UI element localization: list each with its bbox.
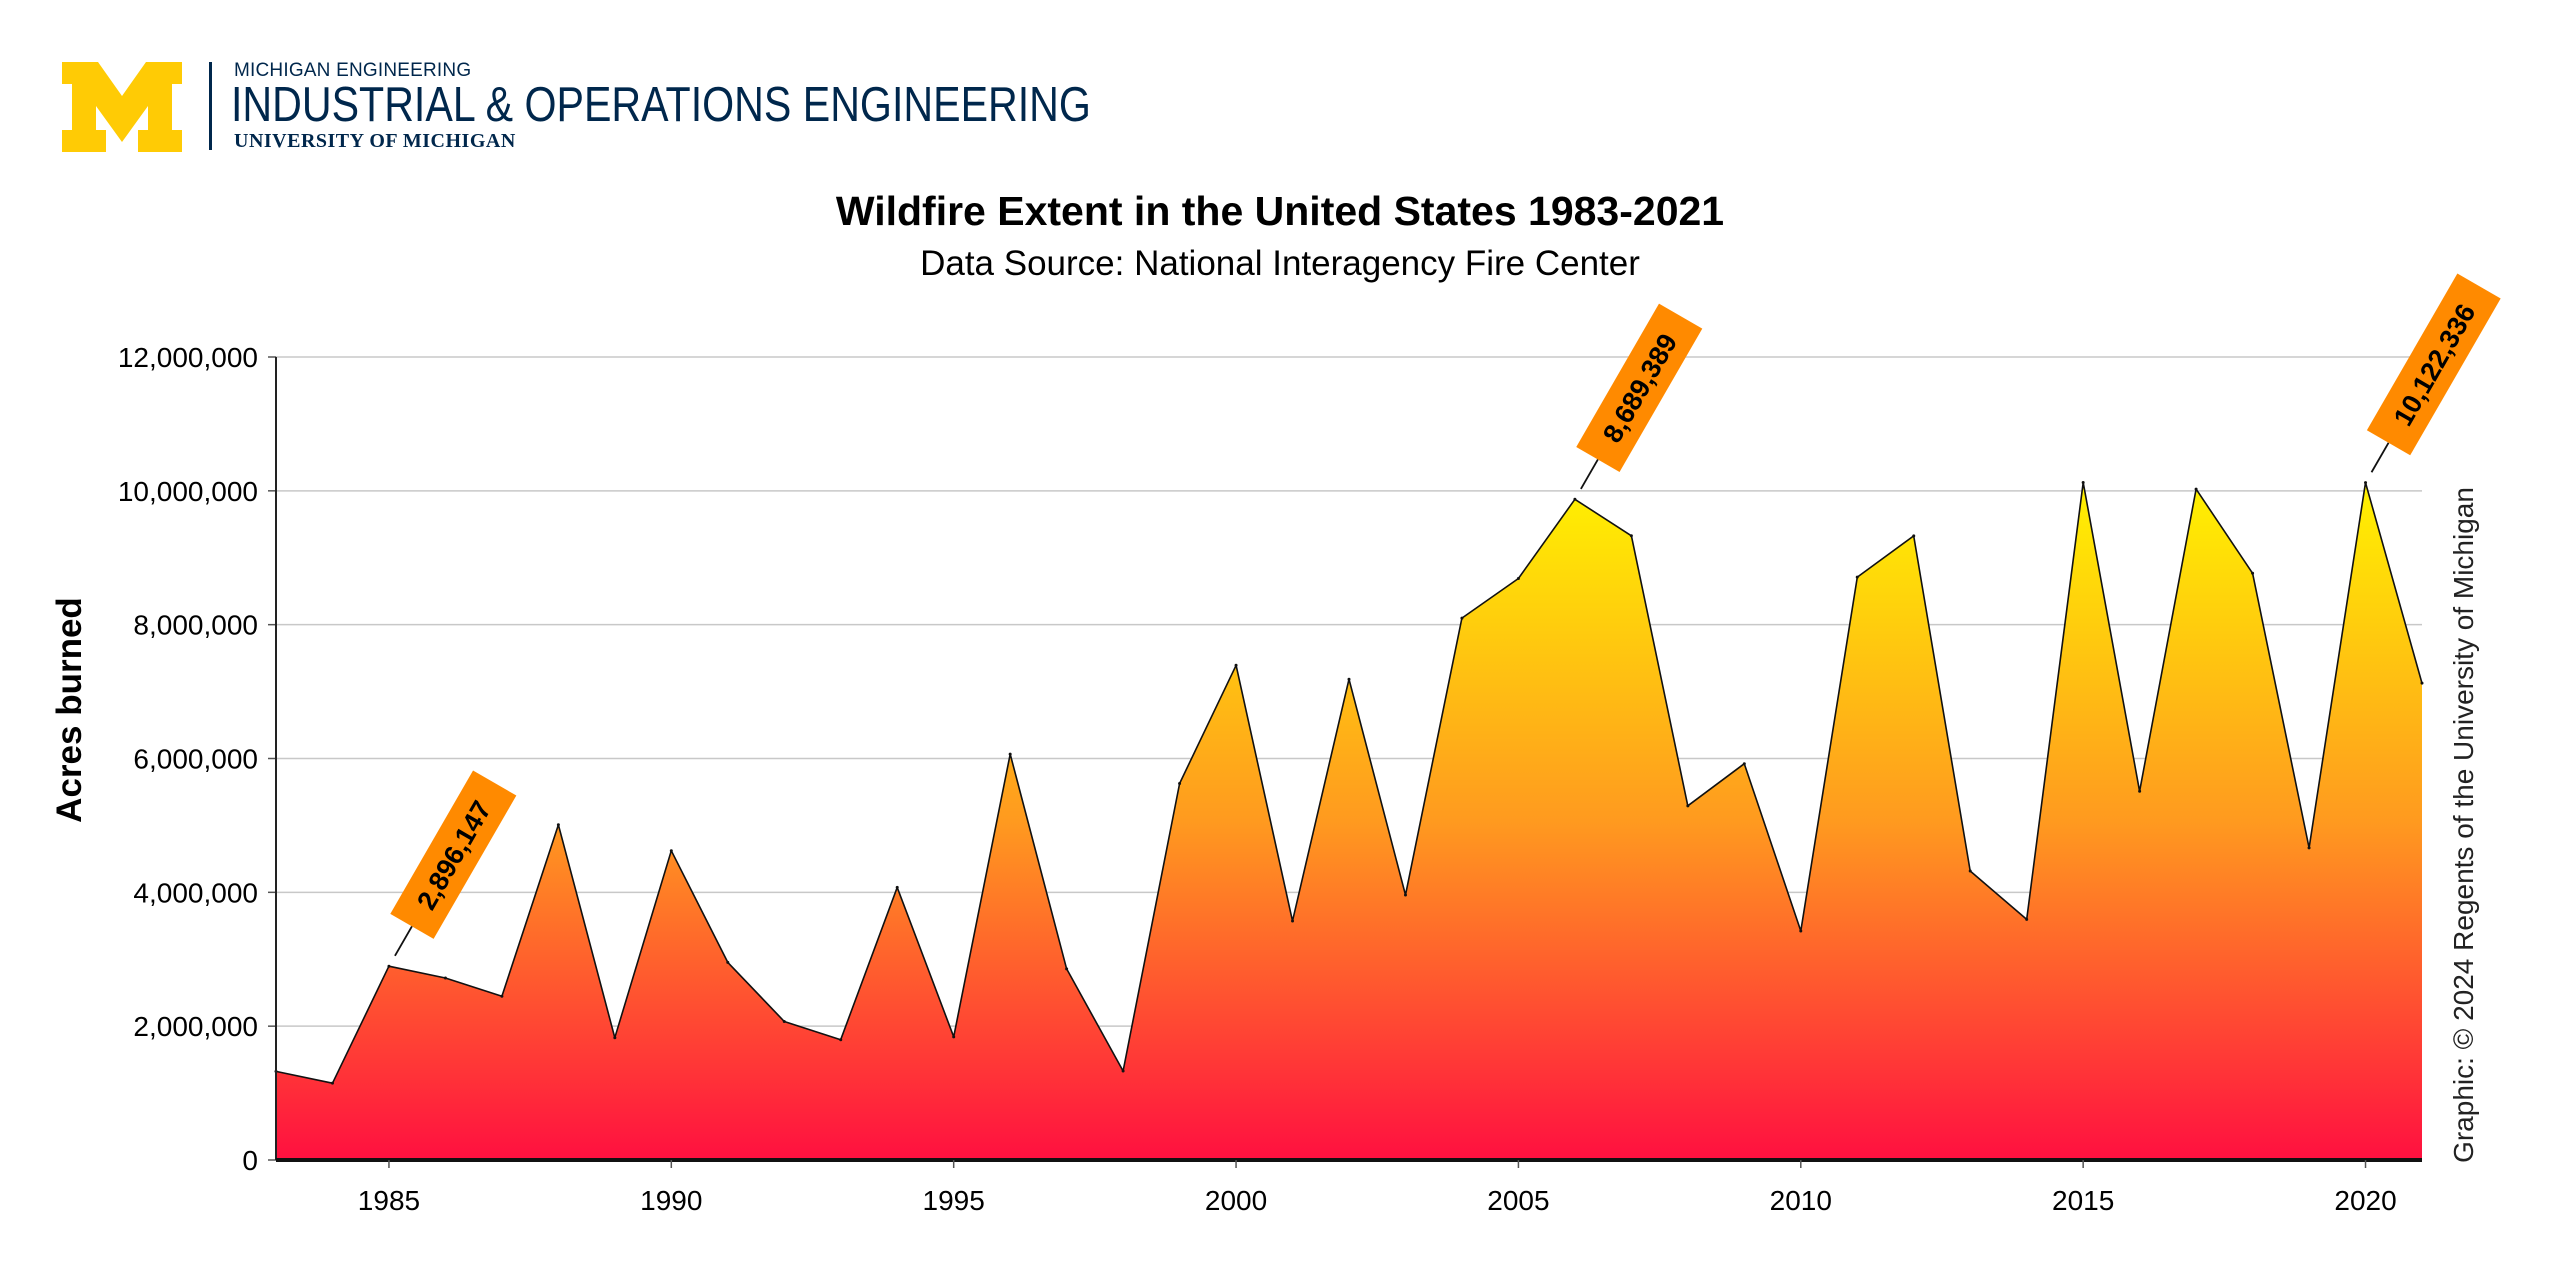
data-point-1992: [782, 1019, 786, 1023]
y-tick-label: 2,000,000: [133, 1011, 258, 1042]
data-point-2020: [2364, 481, 2368, 485]
y-tick-label: 4,000,000: [133, 877, 258, 908]
data-point-2006: [1573, 497, 1577, 501]
area-fill: [276, 482, 2422, 1160]
callout-leader-0: [394, 925, 413, 957]
data-point-2015: [2081, 480, 2085, 484]
callout-leader-2: [2370, 442, 2390, 473]
data-point-2009: [1742, 762, 1746, 766]
data-point-1997: [1065, 967, 1069, 971]
data-point-2021: [2420, 681, 2424, 685]
data-point-1994: [895, 885, 899, 889]
y-tick-label: 0: [242, 1145, 258, 1176]
x-tick-label: 2015: [2052, 1185, 2114, 1216]
chart-subtitle: Data Source: National Interagency Fire C…: [920, 244, 1640, 283]
data-point-1993: [839, 1038, 843, 1042]
data-point-2013: [1968, 869, 1972, 873]
y-tick-label: 10,000,000: [118, 476, 258, 507]
callout-leader-1: [1580, 458, 1599, 490]
data-point-1989: [613, 1036, 617, 1040]
logo-department-name: INDUSTRIAL & OPERATIONS ENGINEERING: [231, 78, 1091, 132]
y-tick-label: 12,000,000: [118, 342, 258, 373]
data-point-1987: [500, 994, 504, 998]
data-point-2016: [2138, 789, 2142, 793]
data-point-2002: [1347, 677, 1351, 681]
data-point-1995: [952, 1035, 956, 1039]
block-m-shape: [62, 62, 182, 152]
callout-box: [1576, 303, 1703, 472]
data-point-2012: [1912, 534, 1916, 538]
data-point-2014: [2025, 917, 2029, 921]
data-point-1998: [1121, 1069, 1125, 1073]
data-point-2017: [2194, 487, 2198, 491]
data-point-1986: [443, 976, 447, 980]
x-tick-label: 2010: [1770, 1185, 1832, 1216]
logo-divider: [209, 62, 212, 150]
data-point-1996: [1008, 752, 1012, 756]
callout-1: 8,689,389: [1576, 303, 1703, 472]
data-point-2004: [1460, 616, 1464, 620]
data-point-1990: [669, 849, 673, 853]
logo-university-name: UNIVERSITY OF MICHIGAN: [234, 130, 516, 152]
data-point-2007: [1629, 534, 1633, 538]
data-point-2003: [1403, 893, 1407, 897]
block-m-logo-icon: [62, 62, 182, 152]
data-point-2008: [1686, 804, 1690, 808]
data-point-2001: [1291, 919, 1295, 923]
data-point-2000: [1234, 663, 1238, 667]
data-point-1985: [387, 964, 391, 968]
x-tick-label: 1990: [640, 1185, 702, 1216]
data-point-1984: [330, 1081, 334, 1085]
x-tick-label: 1985: [358, 1185, 420, 1216]
x-tick-label: 2000: [1205, 1185, 1267, 1216]
x-tick-label: 1995: [923, 1185, 985, 1216]
callout-0: 2,896,147: [390, 770, 517, 939]
chart-title: Wildfire Extent in the United States 198…: [835, 188, 1725, 234]
data-point-1991: [726, 960, 730, 964]
data-point-1988: [556, 823, 560, 827]
logo-college-name: MICHIGAN ENGINEERING: [234, 60, 472, 81]
callout-box: [390, 770, 517, 939]
y-tick-label: 8,000,000: [133, 610, 258, 641]
x-tick-label: 2020: [2334, 1185, 2396, 1216]
data-point-2005: [1516, 577, 1520, 581]
y-tick-label: 6,000,000: [133, 744, 258, 775]
data-point-1999: [1178, 782, 1182, 786]
data-point-2010: [1799, 929, 1803, 933]
x-tick-label: 2005: [1487, 1185, 1549, 1216]
data-point-2011: [1855, 575, 1859, 579]
callout-box: [2366, 273, 2501, 456]
callout-2: 10,122,336: [2366, 273, 2501, 456]
data-point-2018: [2251, 571, 2255, 575]
data-point-2019: [2307, 846, 2311, 850]
